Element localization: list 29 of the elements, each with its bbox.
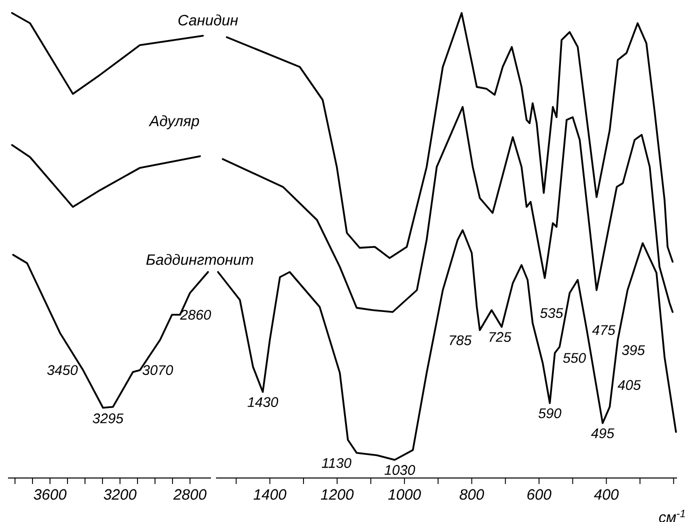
annotation: 1130: [322, 458, 352, 468]
annotation: 405: [618, 380, 641, 390]
x-axis-title: см$^{-1}$: [659, 510, 685, 522]
annotation: 3295: [92, 413, 124, 424]
x-tick-label: 800: [460, 489, 484, 500]
annotation: 1030: [384, 465, 416, 475]
x-tick-label: 600: [527, 489, 552, 500]
annotation: 395: [622, 345, 645, 356]
series-label: Баддингтонит: [146, 254, 254, 265]
annotation: 2860: [180, 310, 212, 320]
x-tick-label: 3200: [104, 489, 136, 500]
annotation: 535: [540, 308, 564, 318]
annotation: 550: [563, 352, 586, 363]
annotation: 590: [538, 408, 562, 418]
x-tick-label: 3600: [34, 489, 66, 500]
annotation: 785: [450, 335, 472, 346]
annotation: 725: [489, 332, 512, 342]
x-tick-label: 400: [594, 489, 619, 500]
annotation: 3070: [142, 365, 174, 376]
annotation: 475: [592, 325, 616, 335]
series-label: Адуляр: [148, 115, 200, 130]
x-tick-label: 1200: [320, 489, 354, 500]
annotation: 1430: [248, 397, 278, 408]
annotation: 3450: [47, 365, 78, 376]
x-tick-label: 1000: [388, 489, 421, 500]
annotation: 495: [591, 428, 614, 438]
series-label: Санидин: [178, 14, 238, 26]
x-tick-label: 1400: [254, 489, 286, 500]
x-tick-label: 2800: [173, 489, 206, 500]
